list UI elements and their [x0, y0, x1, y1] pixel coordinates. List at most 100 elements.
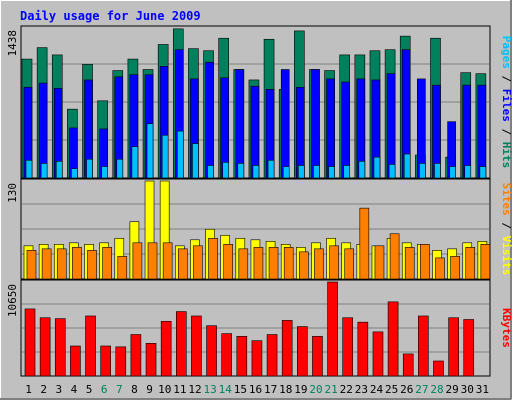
bar-sites-day-24 [374, 245, 385, 280]
bar-sites-day-7 [117, 256, 128, 280]
legend-part: Pages [500, 36, 512, 69]
bar-pages-day-24 [373, 156, 381, 179]
x-tick-label: 23 [355, 383, 368, 396]
bar-sites-day-5 [87, 250, 97, 280]
bar-sites-day-20 [314, 248, 324, 280]
legend-part: Sites [500, 183, 512, 216]
x-tick-label: 11 [173, 383, 186, 396]
x-tick-label: 31 [476, 383, 489, 396]
x-tick-label: 16 [249, 383, 262, 396]
x-tick-label: 12 [188, 383, 201, 396]
legend-part: KBytes [500, 308, 512, 348]
bar-pages-day-15 [237, 163, 245, 179]
bar-kbytes-day-30 [463, 319, 475, 377]
bar-pages-day-8 [131, 146, 139, 179]
bar-kbytes-day-26 [402, 353, 414, 377]
x-tick-label: 19 [294, 383, 307, 396]
bar-files-day-18 [280, 69, 290, 179]
bar-files-day-30 [462, 84, 472, 179]
bar-pages-day-26 [403, 153, 411, 179]
bar-sites-day-28 [435, 257, 445, 280]
bar-pages-day-11 [176, 130, 184, 179]
x-axis-labels: 1 2 3 4 5 6 7 8 9 10 11 12 13 14 15 16 17 18 19 20 21 22 23 24 2… [25, 383, 489, 396]
bar-kbytes-day-25 [387, 301, 399, 377]
bar-kbytes-day-2 [39, 317, 51, 377]
bar-sites-day-1 [26, 250, 37, 280]
bar-pages-day-7 [116, 158, 124, 179]
panel-bottom: 10650 KBytes [6, 279, 512, 377]
bar-pages-day-1 [25, 159, 33, 179]
bar-sites-day-25 [389, 233, 400, 280]
x-tick-label: 8 [131, 383, 138, 396]
bar-kbytes-day-14 [221, 333, 232, 377]
bar-kbytes-day-16 [251, 340, 263, 377]
bar-kbytes-day-11 [175, 311, 187, 377]
legend-part: Visits [500, 236, 512, 276]
bar-kbytes-day-19 [297, 326, 308, 377]
ymax-label: 10650 [6, 284, 19, 317]
x-tick-label: 27 [415, 383, 428, 396]
bar-kbytes-day-10 [160, 320, 172, 377]
bar-sites-day-30 [465, 247, 476, 280]
legend-part: / [500, 216, 512, 236]
bar-files-day-22 [341, 81, 351, 179]
bar-sites-day-9 [147, 242, 158, 280]
bar-kbytes-day-4 [70, 345, 81, 377]
bar-kbytes-day-18 [281, 320, 293, 377]
bar-sites-day-18 [283, 247, 294, 280]
bar-kbytes-day-27 [418, 315, 429, 377]
bar-kbytes-day-7 [115, 346, 127, 377]
bar-sites-day-16 [253, 247, 264, 280]
bar-pages-day-13 [207, 165, 214, 179]
bar-pages-day-2 [40, 163, 48, 179]
legend-part: / [500, 122, 512, 142]
bar-sites-day-3 [56, 248, 67, 280]
bar-kbytes-day-29 [448, 317, 459, 377]
x-tick-label: 28 [430, 383, 443, 396]
bar-pages-day-14 [222, 162, 229, 179]
bar-kbytes-day-8 [130, 334, 142, 377]
bar-kbytes-day-12 [191, 315, 202, 377]
right-legend-label: KBytes [500, 308, 512, 348]
bar-sites-day-23 [359, 207, 370, 280]
x-tick-label: 30 [461, 383, 474, 396]
bar-files-day-13 [205, 61, 214, 179]
bar-sites-day-14 [223, 244, 233, 280]
bar-kbytes-day-23 [357, 321, 369, 377]
x-tick-label: 22 [340, 383, 353, 396]
bar-sites-day-13 [208, 237, 218, 280]
x-tick-label: 2 [40, 383, 47, 396]
bar-pages-day-17 [267, 159, 275, 179]
bar-pages-day-29 [449, 166, 456, 179]
bar-sites-day-29 [450, 256, 460, 280]
bar-files-day-25 [386, 73, 396, 179]
bar-sites-day-10 [162, 242, 173, 280]
bar-sites-day-26 [404, 247, 415, 280]
bar-pages-day-16 [252, 165, 260, 179]
x-tick-label: 18 [279, 383, 292, 396]
bar-sites-day-27 [420, 244, 430, 280]
bar-files-day-20 [311, 69, 320, 179]
bar-pages-day-30 [464, 165, 472, 179]
x-tick-label: 4 [71, 383, 78, 396]
x-tick-label: 7 [116, 383, 123, 396]
x-tick-label: 13 [203, 383, 216, 396]
bar-kbytes-day-21 [327, 281, 338, 377]
bar-kbytes-day-28 [433, 360, 444, 377]
bar-sites-day-2 [41, 248, 52, 280]
chart-title: Daily usage for June 2009 [20, 9, 201, 23]
bar-pages-day-19 [298, 165, 305, 179]
bar-pages-day-10 [161, 134, 169, 179]
bar-kbytes-day-5 [85, 315, 96, 377]
ymax-label: 130 [6, 183, 19, 203]
x-tick-label: 20 [309, 383, 322, 396]
bar-sites-day-6 [102, 247, 112, 280]
x-tick-label: 3 [56, 383, 63, 396]
bar-pages-day-31 [479, 166, 487, 179]
bar-kbytes-day-22 [342, 317, 354, 377]
x-tick-label: 17 [264, 383, 277, 396]
x-tick-label: 6 [101, 383, 108, 396]
bar-pages-day-25 [388, 164, 396, 179]
legend-part: Hits [500, 142, 512, 169]
